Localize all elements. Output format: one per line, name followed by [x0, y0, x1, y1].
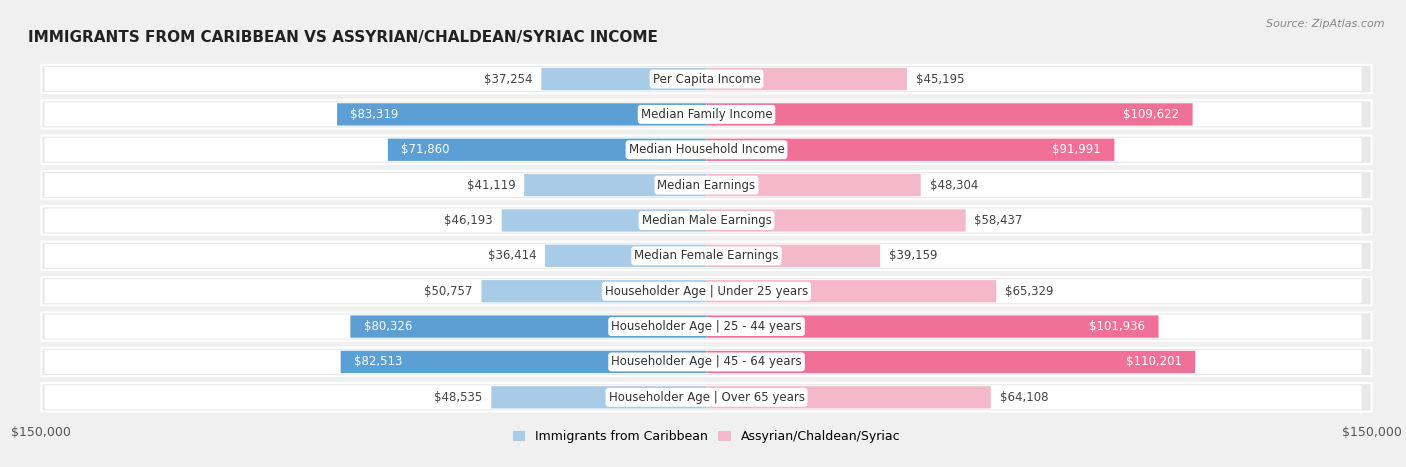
- Text: Householder Age | 25 - 44 years: Householder Age | 25 - 44 years: [612, 320, 801, 333]
- FancyBboxPatch shape: [41, 65, 1372, 93]
- FancyBboxPatch shape: [41, 171, 1372, 199]
- FancyBboxPatch shape: [706, 351, 1195, 373]
- FancyBboxPatch shape: [45, 385, 1361, 410]
- FancyBboxPatch shape: [45, 138, 1361, 162]
- FancyBboxPatch shape: [706, 386, 991, 409]
- FancyBboxPatch shape: [706, 315, 1159, 338]
- Text: $36,414: $36,414: [488, 249, 536, 262]
- Text: $45,195: $45,195: [915, 72, 965, 85]
- Text: $58,437: $58,437: [974, 214, 1022, 227]
- FancyBboxPatch shape: [45, 315, 1361, 339]
- Text: $46,193: $46,193: [444, 214, 494, 227]
- Text: $65,329: $65,329: [1005, 285, 1053, 298]
- Text: Median Household Income: Median Household Income: [628, 143, 785, 156]
- FancyBboxPatch shape: [481, 280, 707, 302]
- FancyBboxPatch shape: [706, 280, 997, 302]
- Text: $109,622: $109,622: [1123, 108, 1180, 121]
- FancyBboxPatch shape: [337, 103, 707, 126]
- Legend: Immigrants from Caribbean, Assyrian/Chaldean/Syriac: Immigrants from Caribbean, Assyrian/Chal…: [513, 430, 900, 443]
- Text: $82,513: $82,513: [354, 355, 402, 368]
- FancyBboxPatch shape: [41, 348, 1372, 376]
- FancyBboxPatch shape: [45, 208, 1361, 233]
- FancyBboxPatch shape: [41, 383, 1372, 411]
- FancyBboxPatch shape: [45, 102, 1361, 127]
- FancyBboxPatch shape: [706, 103, 1192, 126]
- FancyBboxPatch shape: [524, 174, 707, 196]
- FancyBboxPatch shape: [45, 173, 1361, 197]
- Text: $48,304: $48,304: [929, 178, 979, 191]
- FancyBboxPatch shape: [706, 245, 880, 267]
- FancyBboxPatch shape: [546, 245, 707, 267]
- FancyBboxPatch shape: [350, 315, 707, 338]
- FancyBboxPatch shape: [41, 312, 1372, 341]
- FancyBboxPatch shape: [541, 68, 707, 90]
- Text: Householder Age | Under 25 years: Householder Age | Under 25 years: [605, 285, 808, 298]
- Text: Median Female Earnings: Median Female Earnings: [634, 249, 779, 262]
- Text: $80,326: $80,326: [364, 320, 412, 333]
- FancyBboxPatch shape: [45, 67, 1361, 91]
- FancyBboxPatch shape: [706, 209, 966, 232]
- Text: IMMIGRANTS FROM CARIBBEAN VS ASSYRIAN/CHALDEAN/SYRIAC INCOME: IMMIGRANTS FROM CARIBBEAN VS ASSYRIAN/CH…: [28, 30, 658, 45]
- FancyBboxPatch shape: [502, 209, 707, 232]
- Text: Householder Age | Over 65 years: Householder Age | Over 65 years: [609, 391, 804, 404]
- FancyBboxPatch shape: [41, 100, 1372, 128]
- Text: $39,159: $39,159: [889, 249, 938, 262]
- FancyBboxPatch shape: [41, 277, 1372, 305]
- Text: $48,535: $48,535: [434, 391, 482, 404]
- Text: Per Capita Income: Per Capita Income: [652, 72, 761, 85]
- Text: $71,860: $71,860: [401, 143, 450, 156]
- Text: $110,201: $110,201: [1126, 355, 1182, 368]
- Text: $64,108: $64,108: [1000, 391, 1047, 404]
- FancyBboxPatch shape: [41, 206, 1372, 234]
- FancyBboxPatch shape: [45, 279, 1361, 303]
- Text: $91,991: $91,991: [1052, 143, 1101, 156]
- Text: Median Male Earnings: Median Male Earnings: [641, 214, 772, 227]
- Text: $50,757: $50,757: [425, 285, 472, 298]
- FancyBboxPatch shape: [45, 244, 1361, 268]
- Text: $37,254: $37,254: [484, 72, 533, 85]
- Text: Householder Age | 45 - 64 years: Householder Age | 45 - 64 years: [612, 355, 801, 368]
- Text: $83,319: $83,319: [350, 108, 399, 121]
- FancyBboxPatch shape: [706, 139, 1115, 161]
- FancyBboxPatch shape: [41, 242, 1372, 270]
- Text: $41,119: $41,119: [467, 178, 516, 191]
- Text: Median Family Income: Median Family Income: [641, 108, 772, 121]
- FancyBboxPatch shape: [706, 174, 921, 196]
- FancyBboxPatch shape: [706, 68, 907, 90]
- Text: Median Earnings: Median Earnings: [658, 178, 755, 191]
- Text: Source: ZipAtlas.com: Source: ZipAtlas.com: [1267, 19, 1385, 28]
- Text: $101,936: $101,936: [1090, 320, 1146, 333]
- FancyBboxPatch shape: [340, 351, 707, 373]
- FancyBboxPatch shape: [45, 350, 1361, 374]
- FancyBboxPatch shape: [388, 139, 707, 161]
- FancyBboxPatch shape: [41, 135, 1372, 164]
- FancyBboxPatch shape: [491, 386, 707, 409]
